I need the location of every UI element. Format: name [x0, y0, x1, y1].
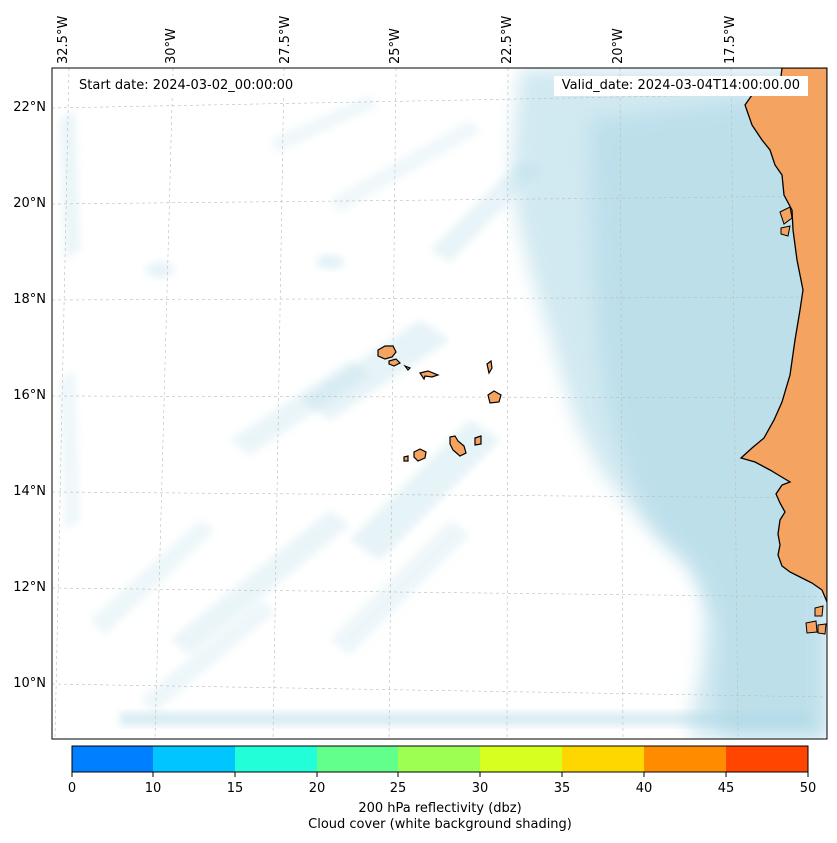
colorbar: 0 10 15 20 25 30 35 40 45 50	[68, 745, 817, 796]
graticule	[52, 68, 827, 739]
island-maio	[474, 435, 482, 446]
lon-label: 32.5°W	[56, 16, 71, 64]
colorbar-tick-label: 30	[472, 781, 489, 796]
island-boa-vista	[487, 390, 502, 404]
coast-inlet-land	[779, 206, 793, 237]
map-frame	[51, 67, 828, 740]
lat-label: 10°N	[13, 676, 46, 691]
colorbar-label-line1: 200 hPa reflectivity (dbz)	[358, 801, 522, 816]
start-date-label: Start date: 2024-03-02_00:00:00	[71, 76, 302, 96]
lat-label: 22°N	[13, 100, 46, 115]
island-sal	[486, 359, 493, 375]
colorbar-frame	[71, 745, 809, 773]
colorbar-tick-label: 50	[800, 781, 817, 796]
lon-label: 20°W	[611, 28, 626, 64]
lat-label: 18°N	[13, 292, 46, 307]
island-santa-luzia	[403, 364, 412, 371]
lon-label: 17.5°W	[723, 16, 738, 64]
colorbar-segment	[398, 746, 480, 772]
island-fogo	[413, 448, 427, 462]
colorbar-tick-label: 10	[145, 781, 162, 796]
colorbar-segment	[644, 746, 726, 772]
colorbar-tick-label: 20	[309, 781, 326, 796]
lat-label: 14°N	[13, 484, 46, 499]
island-santiago	[449, 435, 467, 457]
african-coast-land	[739, 68, 827, 603]
colorbar-segment	[235, 746, 317, 772]
island-sao-nicolau	[419, 370, 440, 381]
latitude-labels: 22°N 20°N 18°N 16°N 14°N 12°N 10°N	[13, 100, 46, 691]
colorbar-tick-label: 15	[227, 781, 244, 796]
longitude-labels: 32.5°W 30°W 27.5°W 25°W 22.5°W 20°W 17.5…	[56, 16, 738, 64]
lon-label: 27.5°W	[278, 16, 293, 64]
colorbar-tick-label: 35	[554, 781, 571, 796]
colorbar-segment	[317, 746, 399, 772]
lon-label: 25°W	[388, 28, 403, 64]
colorbar-segment	[562, 746, 644, 772]
map-panel	[52, 68, 827, 739]
lon-label: 22.5°W	[500, 16, 515, 64]
cape-verde-islands	[377, 345, 502, 462]
lon-label: 30°W	[164, 28, 179, 64]
colorbar-tick-label: 0	[68, 781, 76, 796]
valid-date-label: Valid_date: 2024-03-04T14:00:00.00	[553, 76, 808, 96]
lat-label: 16°N	[13, 388, 46, 403]
cloud-cover-shading	[60, 68, 827, 739]
colorbar-segment	[480, 746, 562, 772]
colorbar-tick-label: 25	[390, 781, 407, 796]
colorbar-segment	[72, 746, 154, 772]
lat-label: 12°N	[13, 580, 46, 595]
colorbar-label-line2: Cloud cover (white background shading)	[308, 817, 572, 832]
colorbar-caption: 200 hPa reflectivity (dbz) Cloud cover (…	[0, 801, 837, 833]
lat-label: 20°N	[13, 196, 46, 211]
island-santo-antao	[377, 345, 397, 360]
island-sao-vicente	[388, 358, 402, 367]
colorbar-segment	[153, 746, 235, 772]
bissagos-islands	[805, 605, 827, 635]
colorbar-tick-label: 45	[718, 781, 735, 796]
colorbar-tick-label: 40	[636, 781, 653, 796]
colorbar-segment	[726, 746, 808, 772]
island-brava	[403, 455, 409, 462]
